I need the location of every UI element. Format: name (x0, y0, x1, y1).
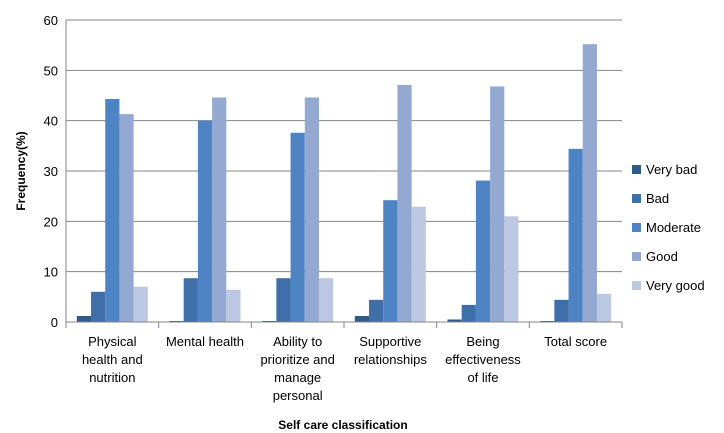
bar-good (304, 97, 319, 322)
bar-bad (369, 299, 384, 322)
bar-bad (91, 291, 106, 322)
x-axis-title: Self care classification (278, 418, 407, 432)
bar-very-bad (262, 320, 277, 322)
legend-label: Very bad (646, 162, 697, 177)
bar-good (212, 97, 227, 322)
bar-very-good (504, 216, 519, 322)
x-category-label: relationships (354, 352, 427, 367)
bar-moderate (383, 200, 398, 322)
bar-bad (554, 299, 569, 322)
legend-swatch (632, 194, 641, 203)
x-category-label: Physical (88, 334, 137, 349)
bar-very-good (596, 293, 612, 322)
legend-swatch (632, 281, 641, 290)
bar-very-bad (354, 315, 370, 322)
bar-very-good (411, 206, 426, 322)
legend-label: Very good (646, 278, 705, 293)
gridlines (66, 19, 622, 273)
legend: Very bad Bad Moderate Good Very good (632, 162, 705, 293)
legend-swatch (632, 223, 641, 232)
y-axis-title: Frequency(%) (14, 131, 28, 210)
axes (65, 20, 623, 328)
bar-good (119, 114, 134, 323)
x-category-label: Ability to (273, 334, 322, 349)
bar-good (490, 86, 505, 322)
bar-very-bad (76, 315, 92, 322)
legend-swatch (632, 165, 641, 174)
x-category-label: prioritize and (260, 352, 334, 367)
legend-label: Good (646, 249, 678, 264)
x-category-label: Being (466, 334, 499, 349)
x-category-label: effectiveness (445, 352, 521, 367)
y-tick-label: 0 (51, 315, 58, 330)
bar-very-good (226, 289, 241, 322)
bar-very-bad (447, 319, 462, 322)
y-tick-label: 30 (44, 164, 58, 179)
bar-moderate (568, 148, 583, 322)
bar-moderate (475, 180, 491, 322)
bars (76, 44, 612, 323)
y-tick-label: 20 (44, 214, 58, 229)
y-tick-label: 50 (44, 63, 58, 78)
y-tick-label: 10 (44, 265, 58, 280)
bar-very-good (318, 278, 334, 322)
bar-good (582, 44, 597, 322)
legend-label: Bad (646, 191, 669, 206)
bar-moderate (290, 132, 305, 322)
x-category-label: Mental health (166, 334, 244, 349)
bar-bad (183, 278, 198, 322)
x-category-label: of life (467, 370, 498, 385)
bar-very-good (133, 286, 148, 322)
bar-moderate (105, 99, 120, 323)
y-tick-label: 40 (44, 114, 58, 129)
bar-bad (276, 278, 291, 322)
y-tick-label: 60 (44, 13, 58, 28)
x-category-label: nutrition (89, 370, 135, 385)
bar-good (397, 84, 412, 323)
bar-moderate (197, 120, 213, 322)
x-category-label: Supportive (359, 334, 421, 349)
legend-label: Moderate (646, 220, 701, 235)
x-category-labels: Physical health and nutrition Mental health… (82, 334, 607, 403)
legend-swatch (632, 252, 641, 261)
x-category-label: Total score (544, 334, 607, 349)
bar-very-bad (169, 320, 184, 322)
x-category-label: personal (273, 388, 323, 403)
bar-bad (461, 304, 476, 322)
y-tick-labels: 0 10 20 30 40 50 60 (44, 13, 58, 330)
x-category-label: manage (274, 370, 321, 385)
bar-very-bad (540, 320, 555, 322)
x-category-label: health and (82, 352, 143, 367)
